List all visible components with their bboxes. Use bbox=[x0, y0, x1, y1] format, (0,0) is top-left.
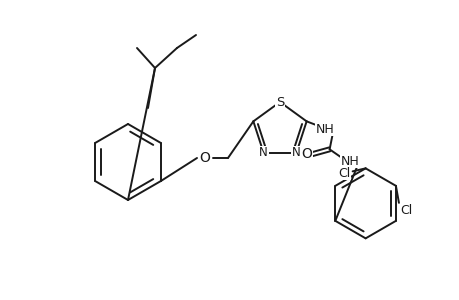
Text: S: S bbox=[275, 95, 284, 109]
Text: NH: NH bbox=[314, 123, 333, 136]
Text: O: O bbox=[301, 147, 311, 161]
Text: N: N bbox=[291, 146, 300, 159]
Text: O: O bbox=[199, 151, 210, 165]
Text: N: N bbox=[258, 146, 267, 159]
Text: Cl: Cl bbox=[338, 167, 350, 180]
Text: NH: NH bbox=[340, 155, 358, 168]
Text: Cl: Cl bbox=[399, 204, 411, 217]
